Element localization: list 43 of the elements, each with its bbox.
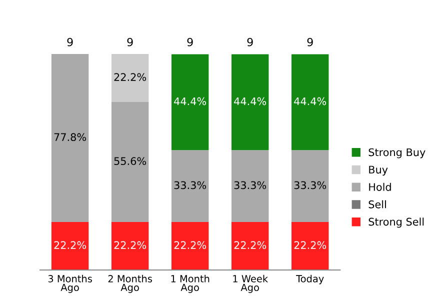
- legend-label: Sell: [368, 200, 386, 208]
- x-tick-label: 3 Months Ago: [48, 274, 92, 293]
- data-label: 77.8%: [54, 133, 86, 142]
- bar: [231, 54, 269, 150]
- legend-label: Buy: [369, 166, 388, 176]
- annotation: 9: [187, 38, 193, 46]
- data-label: 22.2%: [114, 241, 146, 250]
- bar: [171, 54, 209, 150]
- legend-label: Strong Sell: [368, 218, 424, 228]
- bar: [231, 222, 269, 270]
- bar: [111, 222, 149, 270]
- data-label: 22.2%: [54, 241, 86, 250]
- x-tick-label: 1 Week Ago: [233, 274, 268, 293]
- bar: [171, 150, 209, 222]
- data-label: 44.4%: [294, 97, 326, 106]
- x-tick-label: Today: [296, 274, 324, 284]
- bar: [171, 222, 209, 270]
- data-label: 22.2%: [294, 241, 326, 250]
- annotation: 9: [307, 38, 313, 46]
- data-label: 55.6%: [114, 157, 146, 166]
- data-label: 33.3%: [234, 181, 266, 190]
- data-label: 33.3%: [294, 181, 326, 190]
- bar: [292, 54, 329, 150]
- data-label: 33.3%: [174, 181, 206, 190]
- bar: [292, 150, 329, 222]
- annotation: 9: [127, 38, 133, 46]
- bar: [231, 150, 269, 222]
- annotation: 9: [247, 38, 253, 46]
- x-tick-label: 2 Months Ago: [108, 274, 152, 293]
- bar: [111, 102, 149, 222]
- bar: [292, 222, 329, 270]
- bar: [51, 54, 89, 222]
- x-tick-label: 1 Month Ago: [171, 274, 210, 293]
- legend-label: Strong Buy: [368, 148, 426, 158]
- data-label: 44.4%: [174, 97, 206, 106]
- legend-label: Hold: [369, 182, 391, 191]
- bar: [111, 54, 149, 102]
- data-label: 22.2%: [114, 73, 146, 81]
- data-label: 44.4%: [234, 97, 266, 106]
- annotation: 9: [67, 38, 73, 46]
- bar: [51, 222, 89, 270]
- data-label: 22.2%: [174, 241, 206, 250]
- data-label: 22.2%: [234, 241, 266, 250]
